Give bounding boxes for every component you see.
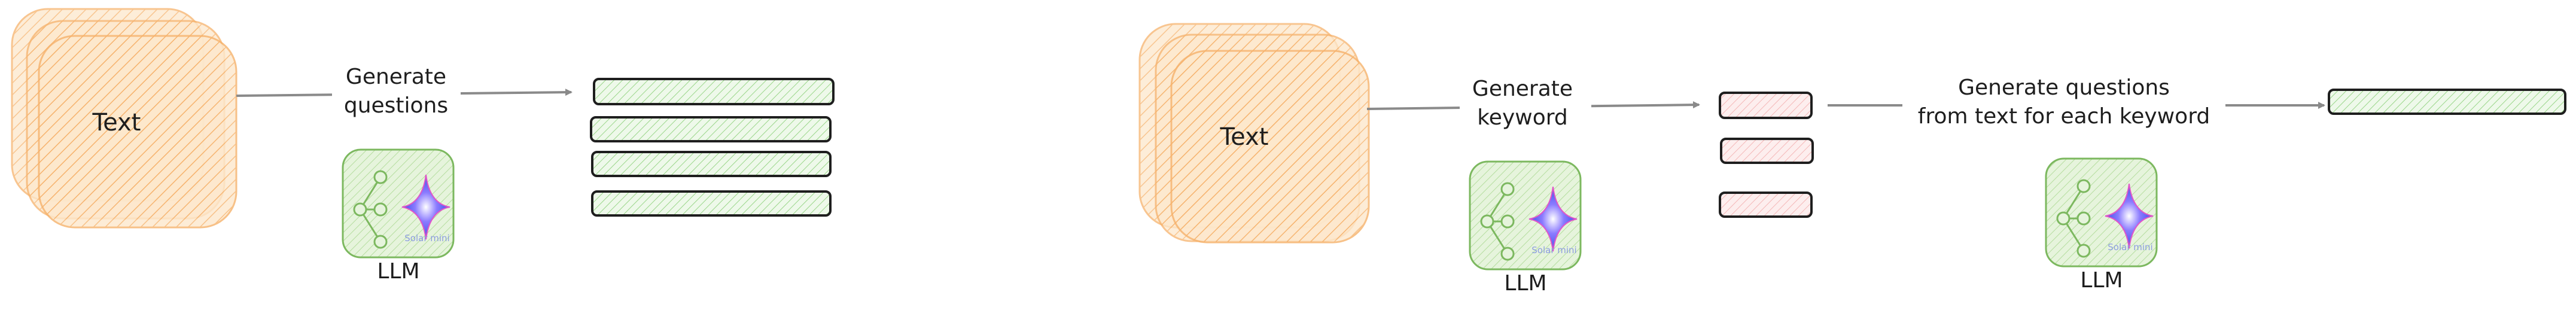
left-step-label-line2: questions <box>344 93 448 118</box>
right-text-source: Text <box>1138 23 1370 244</box>
right-llm-2-logo-text: Solar mini <box>2108 242 2152 253</box>
keyword-bar <box>1719 92 1813 119</box>
right-step1-label-line2: keyword <box>1477 105 1568 130</box>
right-keywords <box>1719 92 1814 218</box>
sparkle-star-icon <box>2105 183 2154 249</box>
left-step-label-line1: Generate <box>346 65 446 89</box>
network-icon <box>1480 182 1515 261</box>
left-text-label: Text <box>92 109 141 136</box>
keyword-bar <box>1720 138 1814 164</box>
network-icon <box>353 170 388 249</box>
output-bar <box>590 116 832 142</box>
output-bar <box>593 78 835 105</box>
output-bar <box>2328 89 2566 115</box>
right-llm-2: Solar mini <box>2045 157 2158 268</box>
right-step2-label-line1: Generate questions <box>1958 75 2170 100</box>
left-text-source: Text <box>11 8 237 229</box>
left-llm-label: LLM <box>377 259 419 284</box>
sparkle-star-icon <box>401 174 450 240</box>
sparkle-star-icon <box>1528 186 1578 252</box>
right-llm-2-label: LLM <box>2080 268 2123 293</box>
right-llm-1-logo-text: Solar mini <box>1531 245 1576 256</box>
right-llm-1-label: LLM <box>1504 271 1546 296</box>
right-llm-1: Solar mini <box>1469 160 1582 271</box>
right-step2-label-line2: from text for each keyword <box>1918 104 2210 129</box>
left-flow: Text Generate questions Solar mini LLM <box>11 8 835 284</box>
keyword-bar <box>1719 192 1813 218</box>
network-icon <box>2056 179 2091 258</box>
right-step1-label-line1: Generate <box>1472 77 1573 101</box>
output-bar <box>591 151 832 177</box>
left-outputs <box>590 78 835 217</box>
right-flow: Text Generate keyword Solar mini LLM <box>1138 23 2566 296</box>
left-llm-logo-text: Solar mini <box>404 233 449 244</box>
output-bar <box>591 190 832 217</box>
left-llm: Solar mini <box>342 148 455 259</box>
right-text-label: Text <box>1220 123 1269 151</box>
